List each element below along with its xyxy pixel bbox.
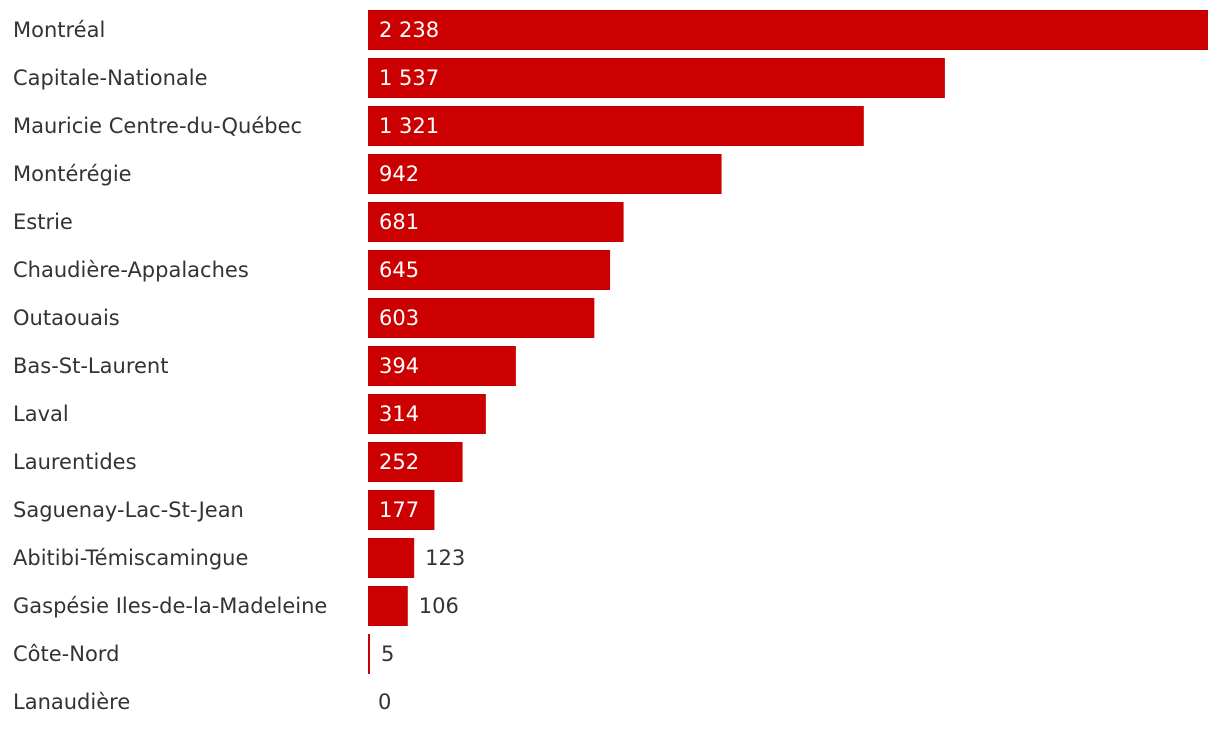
category-label: Laval [13, 402, 69, 426]
data-label: 603 [379, 306, 419, 330]
data-label: 314 [379, 402, 419, 426]
category-label: Gaspésie Iles-de-la-Madeleine [13, 594, 327, 618]
bar [368, 538, 415, 578]
data-label: 252 [379, 450, 419, 474]
bar [368, 394, 486, 434]
bar [368, 202, 624, 242]
category-label: Lanaudière [13, 690, 130, 714]
data-label: 5 [381, 642, 394, 666]
category-label: Saguenay-Lac-St-Jean [13, 498, 244, 522]
category-label: Montréal [13, 18, 105, 42]
bar [368, 490, 435, 530]
bar [368, 634, 370, 674]
bar [368, 10, 1208, 50]
category-label: Abitibi-Témiscamingue [13, 546, 248, 570]
category-label: Montérégie [13, 162, 132, 186]
bar [368, 298, 595, 338]
data-label: 2 238 [379, 18, 439, 42]
category-label: Outaouais [13, 306, 120, 330]
data-label: 394 [379, 354, 419, 378]
category-label: Capitale-Nationale [13, 66, 208, 90]
data-label: 106 [419, 594, 459, 618]
bar [368, 442, 463, 482]
bar [368, 346, 516, 386]
data-label: 942 [379, 162, 419, 186]
bar [368, 106, 864, 146]
data-label: 123 [425, 546, 465, 570]
category-label: Estrie [13, 210, 73, 234]
category-label: Bas-St-Laurent [13, 354, 168, 378]
data-label: 0 [378, 690, 391, 714]
data-label: 177 [379, 498, 419, 522]
data-label: 681 [379, 210, 419, 234]
category-label: Mauricie Centre-du-Québec [13, 114, 302, 138]
category-label: Chaudière-Appalaches [13, 258, 249, 282]
bar [368, 586, 408, 626]
bar [368, 154, 722, 194]
category-label: Laurentides [13, 450, 137, 474]
category-label: Côte-Nord [13, 642, 119, 666]
data-label: 1 537 [379, 66, 439, 90]
bar [368, 250, 611, 290]
bar [368, 58, 945, 98]
data-label: 1 321 [379, 114, 439, 138]
data-label: 645 [379, 258, 419, 282]
